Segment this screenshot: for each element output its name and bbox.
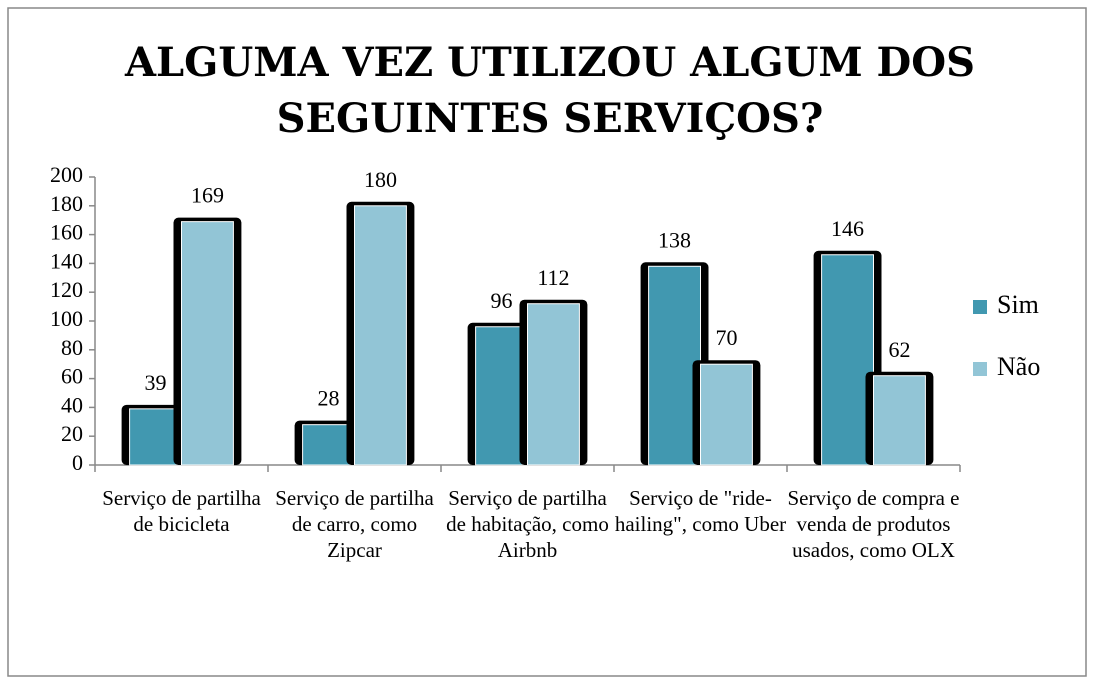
- x-label-box: Serviço de partilha de bicicleta: [102, 486, 261, 536]
- x-tick-label: Serviço de partilha de carro, como Zipca…: [275, 486, 434, 562]
- bar: [181, 221, 234, 466]
- y-tick-label: 180: [50, 191, 83, 216]
- legend-swatch: [973, 362, 987, 376]
- x-label-box: Serviço de compra e venda de produtos us…: [787, 486, 960, 562]
- bar: [354, 205, 407, 466]
- y-tick-label: 140: [50, 248, 83, 273]
- bar: [527, 303, 580, 466]
- y-tick-label: 0: [72, 450, 83, 475]
- legend-swatch: [973, 300, 987, 314]
- y-tick-label: 100: [50, 306, 83, 331]
- data-label: 112: [537, 265, 569, 290]
- y-tick-label: 40: [61, 392, 83, 417]
- bar: [475, 326, 529, 466]
- x-tick-label: Serviço de partilha de habitação, como A…: [446, 486, 609, 562]
- data-label: 169: [191, 183, 224, 208]
- bar: [821, 254, 874, 466]
- bar: [700, 363, 753, 466]
- x-tick-label: Serviço de partilha de bicicleta: [102, 486, 261, 536]
- data-label: 39: [145, 370, 167, 395]
- legend-label: Não: [997, 352, 1040, 381]
- bar: [129, 408, 183, 466]
- data-label: 138: [658, 227, 691, 252]
- data-label: 180: [364, 167, 397, 192]
- x-tick-label: Serviço de "ride-hailing", como Uber: [614, 486, 787, 536]
- y-tick-label: 80: [61, 335, 83, 360]
- data-label: 96: [491, 288, 513, 313]
- x-label-box: Serviço de partilha de carro, como Zipca…: [275, 486, 434, 562]
- y-tick-label: 160: [50, 220, 83, 245]
- data-label: 146: [831, 216, 864, 241]
- bar: [873, 375, 926, 466]
- data-label: 70: [715, 325, 737, 350]
- y-tick-label: 120: [50, 277, 83, 302]
- legend-label: Sim: [997, 290, 1039, 319]
- x-label-box: Serviço de "ride-hailing", como Uber: [614, 486, 787, 536]
- x-label-box: Serviço de partilha de habitação, como A…: [446, 486, 609, 562]
- x-tick-label: Serviço de compra e venda de produtos us…: [787, 486, 960, 562]
- chart-title: ALGUMA VEZ UTILIZOU ALGUM DOS SEGUINTES …: [125, 39, 975, 142]
- y-tick-label: 20: [61, 421, 83, 446]
- title-box: ALGUMA VEZ UTILIZOU ALGUM DOS SEGUINTES …: [125, 39, 975, 142]
- y-tick-label: 60: [61, 364, 83, 389]
- data-label: 62: [888, 337, 910, 362]
- bar: [648, 265, 701, 466]
- y-tick-label: 200: [50, 162, 83, 187]
- data-label: 28: [318, 386, 340, 411]
- bar: [302, 424, 356, 466]
